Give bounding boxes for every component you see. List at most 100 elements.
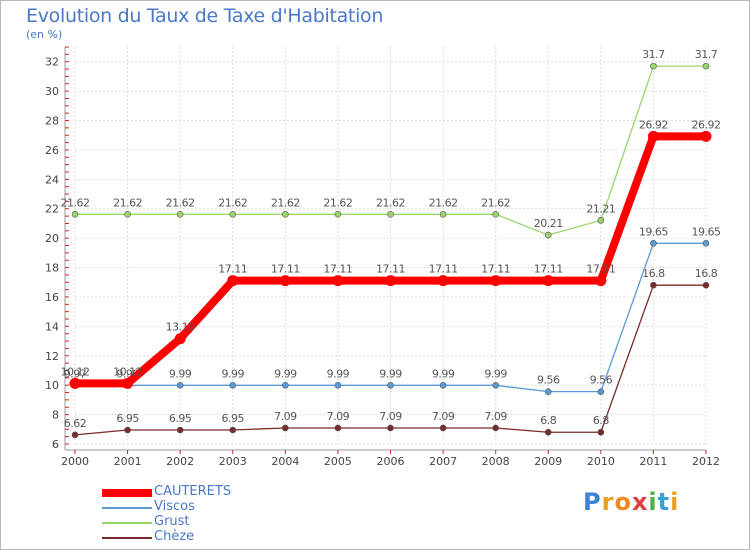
data-label-cauterets: 17.11 [534, 263, 563, 276]
data-label-viscos: 9.99 [379, 367, 402, 380]
data-point-grust [650, 62, 657, 70]
data-point-grust [71, 211, 79, 218]
data-point-ch-ze [387, 424, 394, 432]
chart-unit-label: (en %) [26, 28, 63, 41]
data-label-ch-ze: 7.09 [379, 410, 402, 423]
legend-label: Chèze [154, 529, 195, 544]
data-point-ch-ze [702, 281, 710, 289]
data-label-grust: 21.62 [481, 196, 510, 209]
logo-letter: r [601, 488, 615, 516]
y-tick-label: 28 [45, 115, 59, 128]
proxiti-logo: Proxiti [583, 488, 679, 516]
data-label-ch-ze: 6.95 [222, 412, 245, 425]
x-tick-label: 2008 [482, 455, 510, 468]
data-point-ch-ze [71, 431, 79, 439]
data-point-grust [176, 211, 184, 218]
y-tick-label: 14 [45, 320, 59, 333]
data-point-grust [334, 211, 342, 218]
x-tick-label: 2001 [114, 455, 142, 468]
data-point-ch-ze [439, 424, 447, 432]
data-point-viscos [597, 388, 605, 395]
data-point-viscos [439, 382, 447, 389]
x-tick-label: 2009 [534, 455, 562, 468]
data-label-cauterets: 17.11 [586, 263, 615, 276]
x-tick-label: 2005 [324, 455, 352, 468]
data-point-ch-ze [176, 426, 184, 434]
x-tick-label: 2006 [377, 455, 405, 468]
x-tick-label: 2011 [639, 455, 667, 468]
data-label-grust: 21.62 [376, 196, 405, 209]
data-point-cauterets [122, 377, 134, 389]
data-point-cauterets [490, 275, 502, 287]
data-label-grust: 21.21 [586, 202, 615, 215]
data-label-viscos: 9.99 [327, 367, 350, 380]
legend-swatch [102, 489, 152, 497]
data-point-cauterets [595, 275, 607, 287]
data-point-cauterets [174, 333, 186, 345]
y-tick-label: 8 [52, 409, 59, 422]
data-point-grust [439, 211, 447, 218]
y-tick-label: 26 [45, 144, 59, 157]
data-label-cauterets: 17.11 [376, 263, 405, 276]
legend-swatch [102, 522, 152, 524]
data-label-grust: 21.62 [113, 196, 142, 209]
y-tick-label: 30 [45, 85, 59, 98]
y-tick-label: 22 [45, 203, 59, 216]
data-point-grust [597, 217, 605, 224]
data-label-ch-ze: 7.09 [432, 410, 455, 423]
data-point-ch-ze [650, 281, 657, 289]
data-point-cauterets [69, 377, 81, 389]
data-point-grust [492, 211, 499, 218]
data-point-cauterets [647, 130, 659, 142]
data-label-grust: 21.62 [429, 196, 458, 209]
data-point-cauterets [437, 275, 449, 287]
y-tick-label: 32 [45, 56, 59, 69]
legend-swatch [102, 537, 152, 539]
data-point-cauterets [385, 275, 396, 287]
data-label-viscos: 9.56 [537, 374, 560, 387]
x-tick-label: 2003 [219, 455, 247, 468]
data-point-viscos [387, 382, 394, 389]
data-label-cauterets: 10.12 [61, 365, 90, 378]
data-label-cauterets: 17.11 [323, 263, 352, 276]
data-point-grust [229, 211, 237, 218]
data-point-viscos [282, 382, 289, 389]
data-point-viscos [492, 382, 499, 389]
logo-letter: t [657, 488, 671, 516]
legend-label: Viscos [154, 499, 195, 514]
data-point-grust [702, 62, 710, 70]
data-label-viscos: 19.65 [692, 225, 721, 238]
data-point-ch-ze [282, 424, 289, 432]
data-label-viscos: 9.56 [590, 374, 613, 387]
data-point-grust [387, 211, 394, 218]
data-point-viscos [650, 239, 657, 247]
data-label-grust: 20.21 [534, 217, 563, 230]
data-point-cauterets [279, 275, 291, 287]
data-label-ch-ze: 6.95 [116, 412, 139, 425]
legend-label: Grust [154, 514, 190, 529]
data-point-cauterets [332, 275, 344, 287]
data-label-ch-ze: 6.62 [64, 417, 87, 430]
data-point-ch-ze [229, 426, 237, 434]
data-label-grust: 21.62 [271, 196, 300, 209]
data-label-ch-ze: 16.8 [695, 267, 718, 280]
chart-title: Evolution du Taux de Taxe d'Habitation [26, 5, 384, 27]
data-label-ch-ze: 6.95 [169, 412, 192, 425]
y-tick-label: 10 [45, 379, 59, 392]
data-point-cauterets [542, 275, 554, 287]
y-tick-label: 18 [45, 262, 59, 275]
data-label-viscos: 19.65 [639, 225, 668, 238]
logo-letter: x [631, 488, 649, 516]
data-label-viscos: 9.99 [222, 367, 245, 380]
data-point-viscos [229, 382, 237, 389]
data-point-grust [544, 231, 552, 239]
data-label-ch-ze: 7.09 [327, 410, 350, 423]
data-label-viscos: 9.99 [484, 367, 507, 380]
data-point-ch-ze [544, 428, 552, 436]
data-point-ch-ze [334, 424, 342, 432]
logo-letter: i [648, 488, 658, 516]
data-label-grust: 31.7 [695, 48, 718, 61]
data-label-grust: 31.7 [642, 48, 665, 61]
data-label-ch-ze: 7.09 [274, 410, 297, 423]
